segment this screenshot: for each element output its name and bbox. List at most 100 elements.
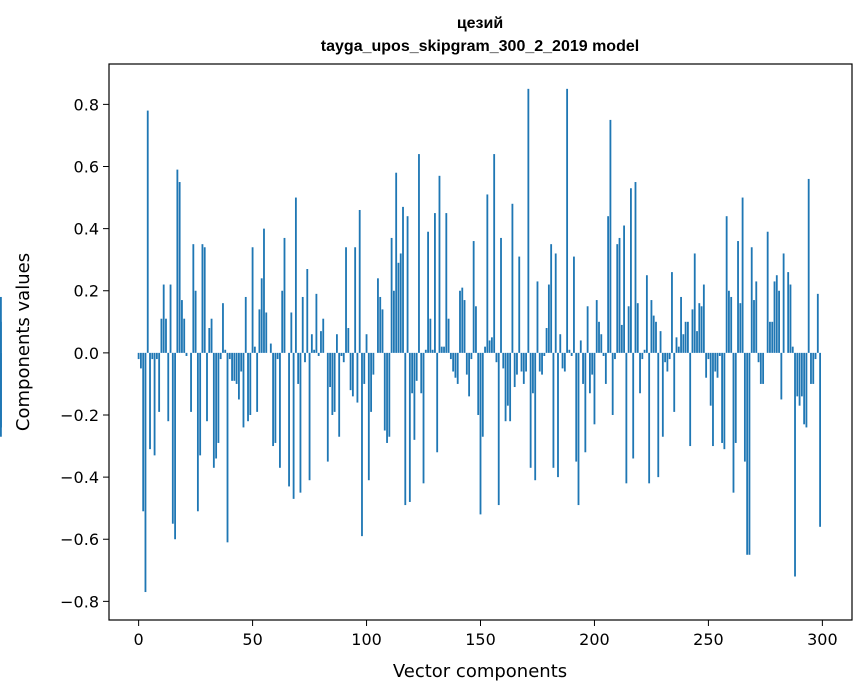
bar	[253, 346, 256, 353]
bar	[242, 352, 245, 428]
bar	[671, 272, 673, 353]
bar	[762, 352, 765, 384]
bar	[449, 352, 452, 360]
bar	[798, 352, 801, 406]
bar	[675, 337, 678, 353]
bar	[475, 306, 477, 353]
bar	[502, 352, 505, 369]
bar	[347, 328, 350, 353]
bar	[251, 247, 254, 353]
bar	[552, 352, 555, 468]
y-tick-label: −0.6	[60, 530, 99, 549]
bar	[228, 352, 231, 360]
bar	[513, 352, 516, 388]
bar	[522, 352, 525, 384]
bar	[563, 352, 566, 372]
bar	[600, 334, 603, 353]
bar	[484, 346, 486, 353]
bar	[575, 352, 578, 462]
bar	[185, 352, 188, 356]
bar	[627, 306, 630, 353]
bar	[614, 352, 616, 360]
bar	[709, 352, 712, 406]
bar	[657, 352, 660, 478]
bar	[199, 352, 202, 456]
bar	[641, 352, 644, 360]
bar	[559, 334, 562, 353]
bar	[618, 237, 621, 353]
bar	[509, 352, 512, 422]
bar	[377, 278, 379, 353]
bar	[169, 284, 172, 353]
bar	[142, 352, 145, 512]
bar	[766, 231, 769, 353]
bar	[194, 290, 197, 353]
bar	[769, 321, 771, 353]
bar	[429, 318, 432, 353]
bar	[256, 352, 259, 412]
bar	[406, 216, 409, 353]
bar	[532, 352, 534, 394]
bar	[630, 188, 632, 353]
bar	[477, 352, 480, 415]
bar	[452, 352, 455, 372]
bar	[258, 309, 261, 353]
bar	[753, 300, 755, 353]
bar	[689, 352, 692, 447]
bar	[294, 197, 297, 353]
bar	[616, 244, 619, 353]
y-axis-label: Components values	[13, 253, 34, 431]
bar	[582, 352, 584, 384]
bar	[333, 352, 336, 412]
bar	[379, 296, 382, 353]
bar	[536, 281, 539, 353]
bar	[408, 352, 411, 502]
bar	[279, 352, 281, 468]
bar	[249, 352, 252, 415]
bar	[554, 253, 557, 353]
bar	[468, 352, 471, 397]
bar	[447, 318, 450, 353]
bar	[155, 352, 158, 360]
bar	[402, 206, 404, 353]
bar	[743, 352, 746, 462]
x-tick-label: 300	[807, 630, 838, 649]
bar	[516, 352, 518, 375]
bar	[320, 331, 322, 353]
bar	[778, 290, 780, 353]
bar	[149, 352, 151, 450]
bar	[604, 352, 607, 384]
bar	[550, 244, 553, 353]
y-axis-ticks: −0.8 −0.6 −0.4 −0.2 0.0 0.2 0.4 0.6 0.8	[60, 95, 109, 611]
bar	[434, 213, 436, 353]
bar	[771, 321, 774, 353]
bar	[796, 352, 799, 397]
bar	[527, 88, 530, 353]
bar	[588, 352, 591, 394]
bar	[222, 303, 224, 353]
bar	[345, 247, 347, 353]
bar	[411, 352, 414, 394]
bar	[388, 352, 391, 437]
bar	[461, 287, 464, 353]
bar	[748, 352, 751, 555]
bar	[178, 182, 181, 353]
bar	[224, 349, 227, 353]
x-tick-label: 0	[134, 630, 144, 649]
bar	[611, 352, 614, 415]
bar	[399, 253, 402, 353]
bar	[272, 352, 275, 447]
bar	[500, 237, 502, 353]
bar	[732, 352, 735, 493]
bar	[422, 352, 425, 484]
bar	[718, 352, 721, 356]
bar	[652, 315, 655, 353]
bar	[643, 349, 646, 353]
bar	[349, 352, 352, 391]
y-tick-label: 0.8	[74, 95, 99, 114]
bar	[723, 352, 726, 450]
bar	[819, 352, 821, 527]
bar	[440, 346, 443, 353]
bar	[568, 349, 571, 353]
bar	[162, 284, 165, 353]
